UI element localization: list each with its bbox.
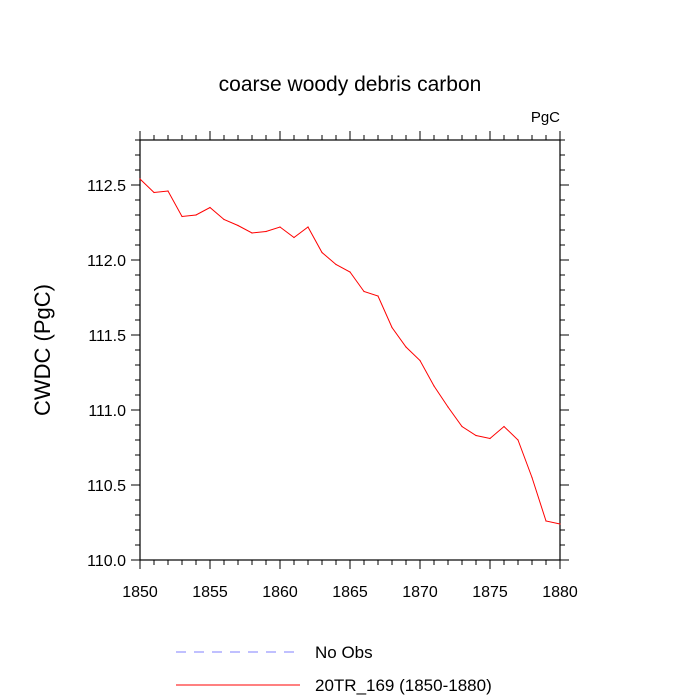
data-point	[503, 425, 505, 428]
series-line	[139, 178, 561, 525]
y-tick-label: 110.0	[87, 553, 126, 570]
tick-labels: 1850 1855 1860 1865 1870 1875 1880 110.0 110.5 11…	[87, 178, 578, 601]
x-tick-label: 1860	[262, 584, 298, 601]
data-point	[419, 359, 421, 362]
data-point	[531, 476, 533, 479]
data-point	[391, 326, 393, 329]
data-point	[321, 251, 323, 254]
y-tick-label: 111.5	[88, 328, 126, 345]
data-point	[517, 439, 519, 441]
y-tick-label: 110.5	[87, 478, 126, 495]
legend-label: No Obs	[315, 643, 373, 662]
data-point	[559, 523, 561, 525]
data-point	[139, 178, 141, 180]
x-tick-label: 1855	[192, 584, 228, 601]
y-tick-label: 112.0	[87, 253, 126, 270]
data-point	[489, 437, 491, 440]
units-label: PgC	[531, 109, 560, 126]
data-point	[363, 290, 365, 293]
data-point	[545, 520, 547, 522]
data-point	[377, 295, 379, 297]
plot-frame	[139, 139, 561, 561]
data-point	[223, 218, 225, 221]
legend: No Obs 20TR_169 (1850-1880)	[176, 643, 492, 695]
data-point	[153, 191, 155, 194]
data-point	[447, 406, 449, 408]
data-point	[279, 226, 281, 228]
data-point	[195, 214, 197, 216]
data-point	[335, 263, 337, 266]
data-point	[293, 236, 295, 239]
data-point	[265, 230, 267, 233]
x-tick-label: 1880	[542, 584, 578, 601]
data-point	[237, 224, 239, 227]
data-point	[461, 425, 463, 428]
data-point	[475, 434, 477, 437]
x-tick-label: 1870	[402, 584, 438, 601]
x-tick-label: 1850	[122, 584, 158, 601]
series-lines	[139, 178, 561, 525]
legend-label: 20TR_169 (1850-1880)	[315, 676, 492, 695]
data-point	[209, 206, 211, 209]
y-tick-label: 112.5	[87, 178, 126, 195]
x-tick-label: 1875	[472, 584, 508, 601]
axis-ticks	[131, 131, 569, 569]
y-axis-label: CWDC (PgC)	[30, 284, 55, 416]
data-point	[307, 226, 309, 228]
x-tick-label: 1865	[332, 584, 368, 601]
data-point	[167, 190, 169, 192]
chart-title: coarse woody debris carbon	[219, 73, 482, 96]
data-point	[251, 232, 253, 234]
data-point	[349, 271, 351, 273]
data-point	[433, 385, 435, 387]
data-point	[181, 215, 183, 218]
y-tick-label: 111.0	[88, 403, 126, 420]
data-point	[405, 346, 407, 348]
